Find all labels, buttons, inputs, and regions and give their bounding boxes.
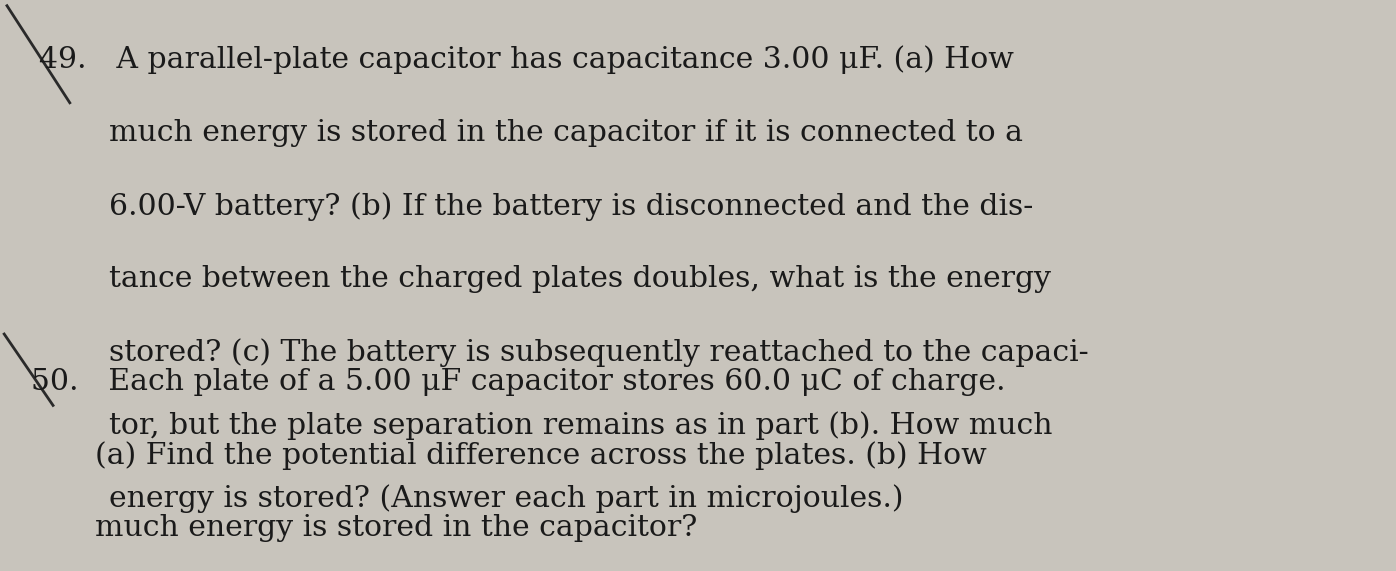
Text: stored? (c) The battery is subsequently reattached to the capaci-: stored? (c) The battery is subsequently … [109,338,1089,367]
Text: energy is stored? (Answer each part in microjoules.): energy is stored? (Answer each part in m… [109,484,903,513]
Text: (a) Find the potential difference across the plates. (b) How: (a) Find the potential difference across… [95,441,987,470]
Text: tance between the charged plates doubles, what is the energy: tance between the charged plates doubles… [109,265,1051,293]
Text: 49. A parallel-plate capacitor has capacitance 3.00 μF. (a) How: 49. A parallel-plate capacitor has capac… [39,46,1013,74]
Text: much energy is stored in the capacitor?: much energy is stored in the capacitor? [95,514,698,542]
Text: 50. Each plate of a 5.00 μF capacitor stores 60.0 μC of charge.: 50. Each plate of a 5.00 μF capacitor st… [31,368,1005,396]
Text: tor, but the plate separation remains as in part (b). How much: tor, but the plate separation remains as… [109,411,1053,440]
Text: much energy is stored in the capacitor if it is connected to a: much energy is stored in the capacitor i… [109,119,1023,147]
Text: 6.00-V battery? (b) If the battery is disconnected and the dis-: 6.00-V battery? (b) If the battery is di… [109,192,1033,220]
